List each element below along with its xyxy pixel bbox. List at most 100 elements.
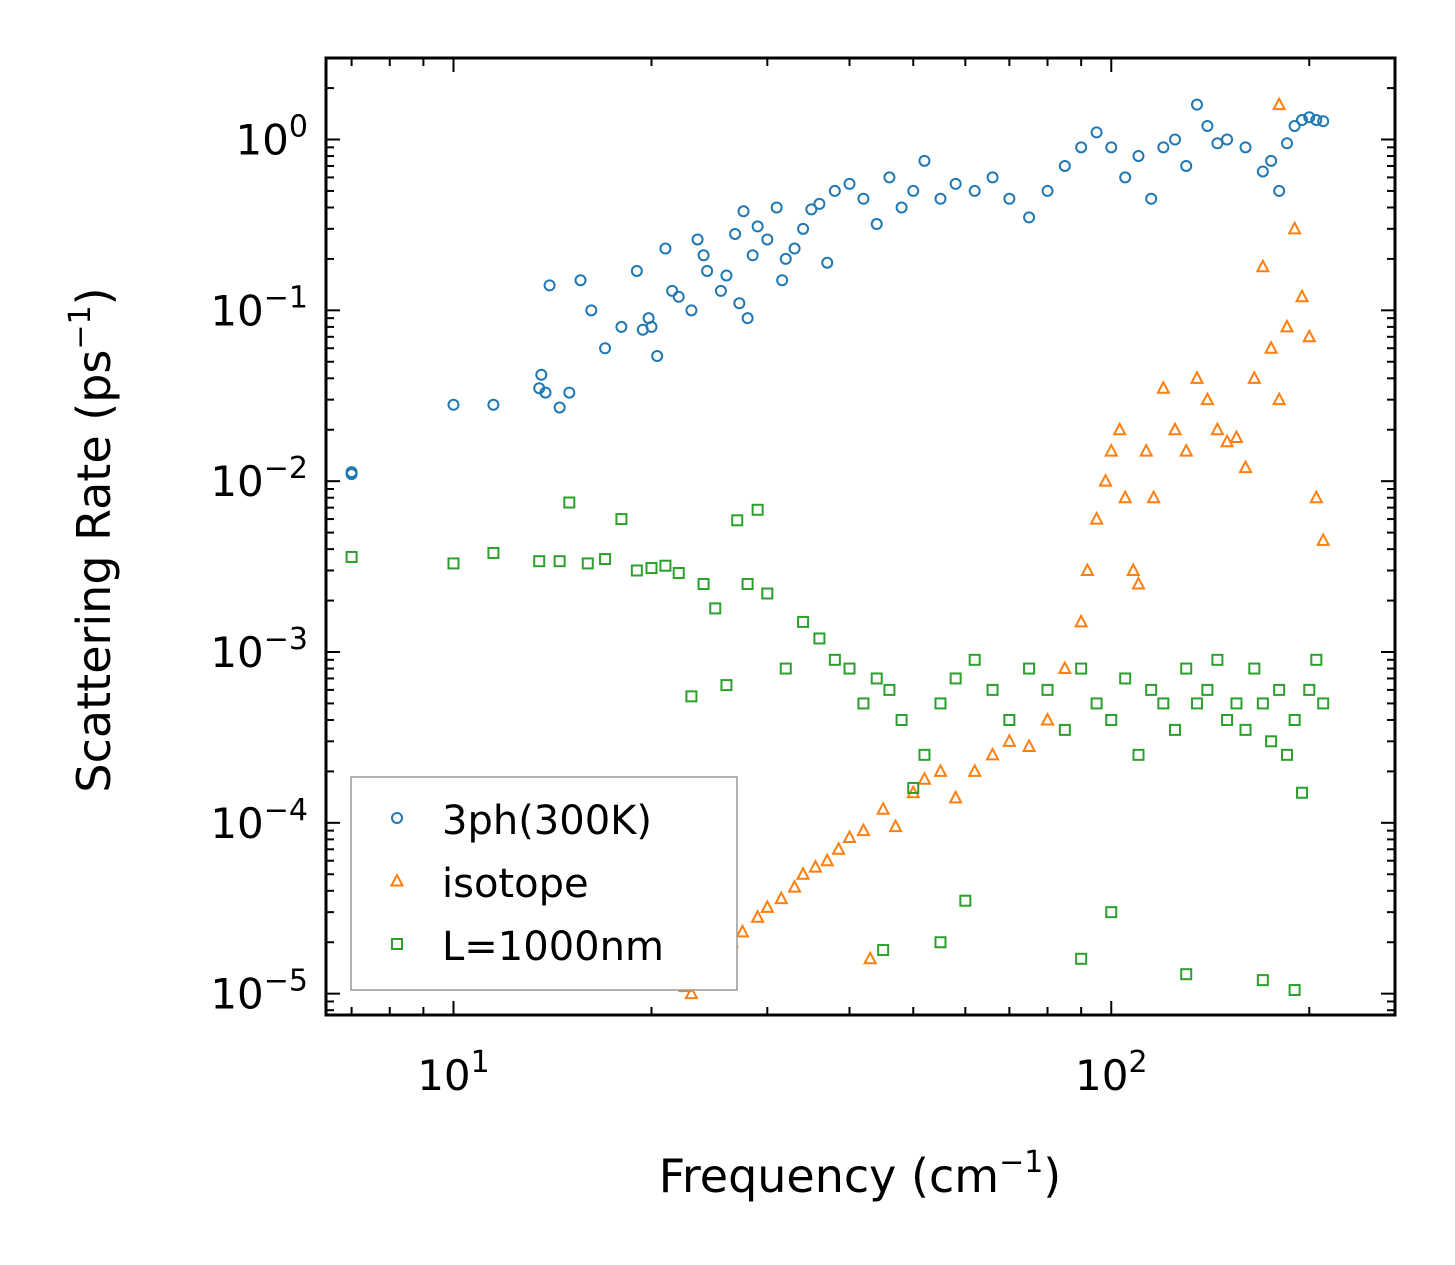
series-3ph-point: [729, 227, 742, 240]
series-3ph-point: [1273, 184, 1286, 197]
series-boundary-point: [533, 555, 546, 568]
series-boundary-point: [918, 748, 931, 761]
legend-label-3ph: 3ph(300K): [442, 798, 652, 844]
series-isotope-point: [1189, 370, 1205, 384]
series-3ph-point: [672, 290, 685, 303]
series-isotope-point: [856, 822, 871, 837]
series-isotope-point: [1040, 711, 1055, 726]
series-isotope-point: [1179, 442, 1194, 457]
series-boundary-point: [934, 936, 947, 949]
series-3ph-point: [1058, 159, 1071, 172]
series-isotope-point: [863, 950, 878, 965]
series-isotope-point: [787, 879, 802, 893]
series-3ph-point: [659, 242, 672, 255]
series-boundary-point: [828, 653, 841, 666]
series-3ph-point: [788, 242, 801, 255]
series-3ph-point: [1221, 133, 1234, 146]
series-boundary-point: [685, 690, 698, 703]
series-3ph-point: [949, 177, 962, 190]
legend-marker-1: [389, 872, 405, 887]
series-boundary-point: [986, 683, 999, 696]
series-3ph-point: [751, 220, 764, 233]
series-3ph-point: [651, 350, 664, 363]
series-isotope-point: [1002, 733, 1017, 747]
series-boundary-point: [1132, 748, 1145, 761]
data-series: [345, 96, 1331, 1000]
series-isotope-point: [1210, 421, 1225, 436]
series-3ph-point: [1296, 114, 1309, 127]
series-3ph-point: [1145, 192, 1158, 205]
series-boundary-point: [883, 683, 896, 696]
legend-marker-2: [391, 938, 403, 950]
series-3ph-point: [701, 264, 714, 277]
series-3ph-point: [345, 466, 358, 479]
y-tick-label: 100: [235, 110, 308, 165]
series-3ph-point: [1265, 154, 1278, 167]
series-1: [629, 96, 1331, 1000]
series-boundary-point: [877, 944, 890, 957]
series-boundary-point: [1221, 713, 1234, 726]
series-3ph-point: [714, 284, 727, 297]
series-3ph-point: [805, 203, 818, 216]
series-boundary-point: [949, 672, 962, 685]
series-boundary-point: [1023, 662, 1036, 675]
series-isotope-point: [820, 852, 835, 867]
series-boundary-point: [599, 553, 612, 566]
series-boundary-point: [1105, 713, 1118, 726]
series-boundary-point: [1280, 748, 1293, 761]
series-boundary-point: [1256, 974, 1269, 987]
series-boundary-point: [895, 713, 908, 726]
y-tick-label: 10−5: [210, 964, 308, 1019]
series-3ph-point: [779, 252, 792, 265]
series-boundary-point: [1288, 984, 1301, 997]
series-boundary-point: [1230, 697, 1243, 710]
series-3ph-point: [761, 233, 774, 246]
series-3ph-point: [918, 154, 931, 167]
y-tick-label: 10−4: [210, 793, 308, 848]
series-boundary-point: [870, 672, 883, 685]
legend-label-boundary: L=1000nm: [442, 924, 664, 970]
series-3ph-point: [907, 184, 920, 197]
series-boundary-point: [1190, 697, 1203, 710]
legend-marker-0: [391, 812, 403, 824]
series-3ph-point: [1211, 137, 1224, 150]
series-3ph-point: [733, 297, 746, 310]
series-3ph-point: [553, 401, 566, 414]
series-boundary-point: [731, 514, 744, 527]
series-isotope-point: [1104, 442, 1119, 457]
series-boundary-point: [1041, 683, 1054, 696]
series-isotope-point: [1219, 433, 1235, 448]
series-3ph-point: [986, 171, 999, 184]
series-3ph-point: [1157, 141, 1170, 154]
series-3ph-point: [934, 192, 947, 205]
series-0: [345, 98, 1330, 481]
series-isotope-point: [795, 866, 811, 880]
series-boundary-point: [843, 662, 856, 675]
series-boundary-point: [563, 496, 576, 509]
series-3ph-point: [741, 312, 754, 325]
series-boundary-point: [761, 587, 774, 600]
series-isotope-point: [1279, 318, 1295, 333]
series-isotope-point: [1263, 340, 1279, 354]
series-3ph-point: [1132, 150, 1145, 163]
series-isotope-point: [1302, 328, 1317, 343]
series-boundary-point: [1169, 723, 1182, 736]
series-isotope-point: [842, 829, 857, 844]
series-3ph-point: [539, 386, 552, 399]
x-tick-label: 101: [417, 1045, 490, 1100]
plot-frame: [324, 56, 1397, 1017]
series-3ph-point: [821, 256, 834, 269]
series-boundary-point: [779, 662, 792, 675]
series-boundary-point: [1310, 653, 1323, 666]
series-boundary-point: [1157, 697, 1170, 710]
series-boundary-point: [630, 564, 643, 577]
series-3ph-point: [1317, 115, 1330, 128]
series-3ph-point: [1169, 133, 1182, 146]
series-isotope-point: [1316, 532, 1331, 546]
series-3ph-point: [1288, 119, 1301, 132]
series-isotope-point: [1112, 421, 1127, 436]
series-isotope-point: [1272, 391, 1287, 406]
x-tick-label: 102: [1075, 1045, 1148, 1100]
series-isotope-point: [760, 899, 775, 913]
series-3ph-point: [843, 177, 856, 190]
